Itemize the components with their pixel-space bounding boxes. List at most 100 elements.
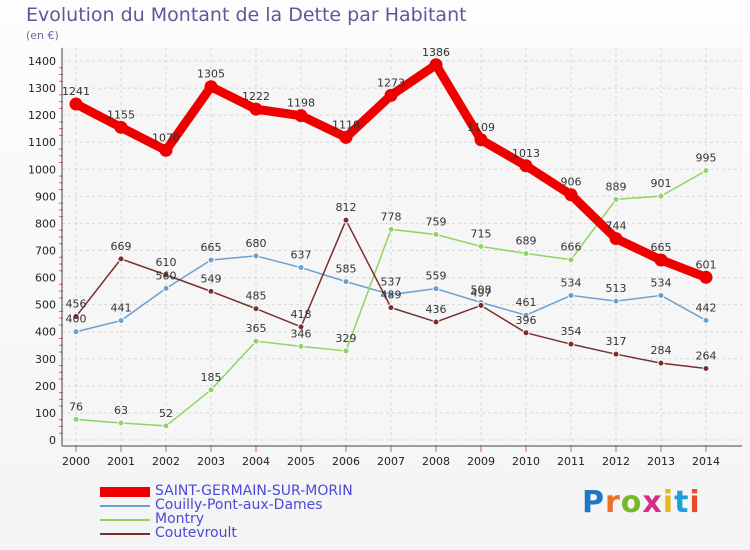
data-label: 76 [69, 400, 83, 413]
brand-logo: Proxiti [582, 485, 701, 520]
y-tick-label: 200 [35, 380, 56, 393]
data-label: 680 [246, 237, 267, 250]
data-label: 1198 [287, 97, 315, 110]
data-point [252, 337, 260, 345]
data-label: 354 [561, 325, 582, 338]
data-label: 744 [606, 220, 627, 233]
data-label: 1241 [62, 85, 90, 98]
brand-letter: o [620, 485, 643, 520]
x-tick-label: 2008 [422, 455, 450, 468]
x-tick-label: 2002 [152, 455, 180, 468]
data-point [117, 317, 125, 325]
data-label: 418 [291, 308, 312, 321]
legend-swatch [100, 519, 150, 521]
x-tick-label: 2006 [332, 455, 360, 468]
data-point [519, 159, 533, 173]
data-point [159, 143, 173, 157]
data-label: 610 [156, 256, 177, 269]
data-point [294, 109, 308, 123]
data-point [432, 318, 440, 326]
data-point [522, 249, 530, 257]
data-label: 637 [291, 249, 312, 262]
y-tick-label: 600 [35, 272, 56, 285]
y-tick-label: 800 [35, 217, 56, 230]
data-point [207, 287, 215, 295]
data-point [612, 195, 620, 203]
data-point [117, 255, 125, 263]
y-tick-label: 1400 [28, 55, 56, 68]
data-label: 759 [426, 216, 447, 229]
data-point [207, 256, 215, 264]
data-label: 264 [696, 350, 717, 363]
data-point [162, 284, 170, 292]
x-tick-label: 2011 [557, 455, 585, 468]
data-point [474, 133, 488, 147]
data-point [612, 350, 620, 358]
data-label: 317 [606, 335, 627, 348]
chart-title: Evolution du Montant de la Dette par Hab… [26, 4, 467, 26]
data-label: 346 [291, 327, 312, 340]
x-tick-label: 2012 [602, 455, 630, 468]
y-tick-label: 400 [35, 326, 56, 339]
data-point [387, 225, 395, 233]
legend-label: Montry [155, 511, 205, 527]
x-tick-label: 2013 [647, 455, 675, 468]
data-point [654, 253, 668, 267]
chart-unit: (en €) [26, 29, 59, 42]
data-label: 513 [606, 282, 627, 295]
data-label: 63 [114, 404, 128, 417]
data-label: 1013 [512, 147, 540, 160]
data-point [342, 278, 350, 286]
data-point [522, 329, 530, 337]
data-point [387, 291, 395, 299]
data-label: 601 [696, 258, 717, 271]
data-point [162, 271, 170, 279]
data-point [297, 323, 305, 331]
data-point [297, 264, 305, 272]
data-point [339, 130, 353, 144]
data-label: 508 [471, 283, 492, 296]
y-tick-label: 1000 [28, 163, 56, 176]
brand-letter: x [642, 485, 663, 520]
x-tick-label: 2010 [512, 455, 540, 468]
data-label: 559 [426, 270, 447, 283]
data-label: 185 [201, 371, 222, 384]
data-label: 489 [381, 289, 402, 302]
data-point [252, 252, 260, 260]
data-label: 1273 [377, 76, 405, 89]
data-point [522, 311, 530, 319]
data-label: 284 [651, 344, 672, 357]
data-label: 585 [336, 263, 357, 276]
brand-letter: P [582, 485, 605, 520]
data-point [609, 232, 623, 246]
y-tick-label: 1300 [28, 82, 56, 95]
data-point [477, 301, 485, 309]
data-point [72, 328, 80, 336]
x-tick-label: 2005 [287, 455, 315, 468]
data-point [477, 242, 485, 250]
data-point [612, 297, 620, 305]
data-point [297, 342, 305, 350]
data-label: 665 [201, 241, 222, 254]
data-label: 901 [651, 177, 672, 190]
y-tick-label: 900 [35, 190, 56, 203]
data-label: 534 [651, 276, 672, 289]
x-tick-label: 2003 [197, 455, 225, 468]
data-label: 995 [696, 152, 717, 165]
data-point [342, 347, 350, 355]
y-tick-label: 100 [35, 407, 56, 420]
data-label: 1118 [332, 118, 360, 131]
data-label: 889 [606, 180, 627, 193]
data-label: 1070 [152, 131, 180, 144]
data-label: 1386 [422, 46, 450, 59]
brand-letter: i [662, 485, 675, 520]
data-point [342, 216, 350, 224]
data-point [699, 270, 713, 284]
data-label: 812 [336, 201, 357, 214]
data-point [432, 285, 440, 293]
data-point [564, 188, 578, 202]
brand-letter: i [689, 485, 701, 520]
data-point [207, 386, 215, 394]
data-point [702, 167, 710, 175]
